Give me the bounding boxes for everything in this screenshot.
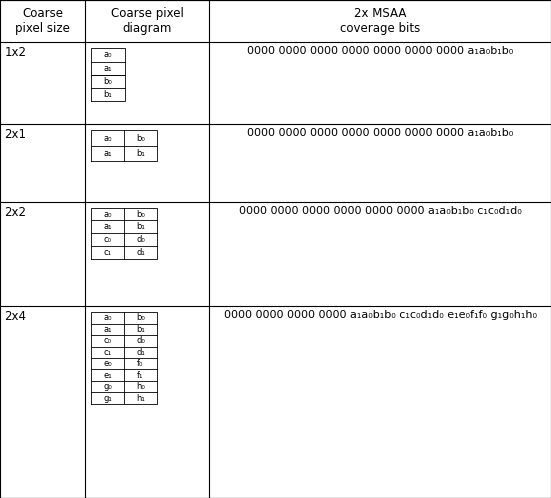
Text: 1x2: 1x2 [4, 46, 26, 59]
Text: 2x MSAA
coverage bits: 2x MSAA coverage bits [340, 7, 420, 35]
Text: d₀: d₀ [136, 235, 145, 244]
Text: c₀: c₀ [104, 235, 111, 244]
Text: d₁: d₁ [136, 248, 145, 257]
Text: a₀: a₀ [103, 313, 112, 323]
Text: c₀: c₀ [104, 336, 111, 345]
Text: Coarse pixel
diagram: Coarse pixel diagram [111, 7, 184, 35]
Text: d₁: d₁ [136, 348, 145, 357]
Text: h₁: h₁ [136, 393, 145, 402]
Text: g₁: g₁ [103, 393, 112, 402]
Text: a₀: a₀ [104, 50, 112, 59]
Text: 2x1: 2x1 [4, 128, 26, 141]
Text: h₀: h₀ [136, 382, 145, 391]
Text: Coarse
pixel size: Coarse pixel size [15, 7, 70, 35]
Text: b₁: b₁ [136, 149, 145, 158]
Text: a₀: a₀ [103, 133, 112, 142]
Text: b₁: b₁ [136, 325, 145, 334]
Text: 0000 0000 0000 0000 0000 0000 a₁a₀b₁b₀ c₁c₀d₁d₀: 0000 0000 0000 0000 0000 0000 a₁a₀b₁b₀ c… [239, 206, 522, 216]
Text: b₀: b₀ [104, 77, 112, 86]
Text: g₀: g₀ [103, 382, 112, 391]
Text: b₁: b₁ [136, 223, 145, 232]
Text: c₁: c₁ [104, 348, 111, 357]
Text: 0000 0000 0000 0000 0000 0000 0000 a₁a₀b₁b₀: 0000 0000 0000 0000 0000 0000 0000 a₁a₀b… [247, 46, 514, 56]
Text: b₁: b₁ [104, 90, 112, 99]
Text: a₁: a₁ [103, 325, 112, 334]
Text: a₁: a₁ [104, 64, 112, 73]
Text: a₁: a₁ [103, 223, 112, 232]
Text: b₀: b₀ [136, 210, 145, 219]
Text: a₀: a₀ [103, 210, 112, 219]
Text: f₁: f₁ [137, 371, 144, 379]
Text: a₁: a₁ [103, 149, 112, 158]
Text: e₁: e₁ [103, 371, 112, 379]
Text: b₀: b₀ [136, 133, 145, 142]
Text: b₀: b₀ [136, 313, 145, 323]
Text: f₀: f₀ [137, 359, 144, 368]
Text: 2x4: 2x4 [4, 310, 26, 323]
Text: 0000 0000 0000 0000 a₁a₀b₁b₀ c₁c₀d₁d₀ e₁e₀f₁f₀ g₁g₀h₁h₀: 0000 0000 0000 0000 a₁a₀b₁b₀ c₁c₀d₁d₀ e₁… [224, 310, 537, 320]
Text: 0000 0000 0000 0000 0000 0000 0000 a₁a₀b₁b₀: 0000 0000 0000 0000 0000 0000 0000 a₁a₀b… [247, 128, 514, 138]
Text: d₀: d₀ [136, 336, 145, 345]
Text: e₀: e₀ [103, 359, 112, 368]
Text: c₁: c₁ [104, 248, 111, 257]
Text: 2x2: 2x2 [4, 206, 26, 219]
